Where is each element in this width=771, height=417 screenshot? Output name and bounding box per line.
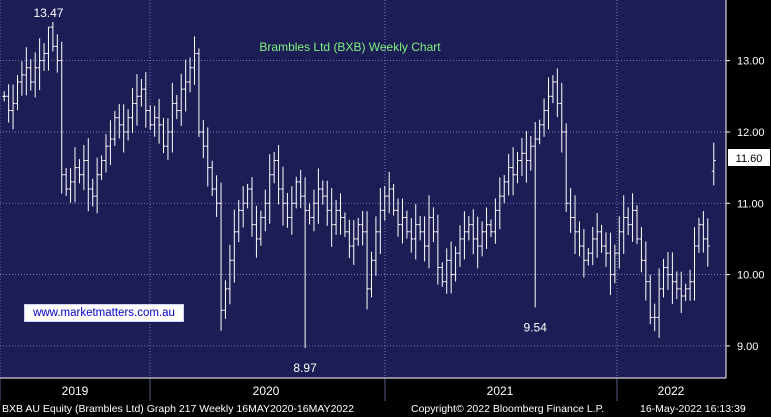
x-axis: 2019 2020 2021 2022	[0, 377, 726, 401]
x-tick-label: 2019	[62, 384, 89, 398]
last-price-badge: 11.60	[728, 149, 770, 166]
footer-bar: BXB AU Equity (Brambles Ltd) Graph 217 W…	[0, 401, 771, 417]
annotations: 13.478.979.5412.709.26	[33, 6, 548, 375]
y-tick-label: 13.00	[737, 56, 765, 68]
y-axis: 9.00 10.00 11.00 12.00 13.00	[725, 0, 765, 378]
y-tick-label: 9.00	[737, 341, 758, 353]
x-tick-label: 2021	[487, 384, 514, 398]
x-tick-label: 2022	[658, 384, 685, 398]
y-tick-label: 10.00	[737, 270, 765, 282]
y-tick-label: 11.00	[737, 198, 764, 210]
annotation-label: 13.47	[33, 6, 63, 20]
last-price-label: 11.60	[736, 153, 763, 165]
price-chart: 9.00 10.00 11.00 12.00 13.00 2019 2020 2021 202…	[0, 0, 771, 401]
y-axis-background	[726, 0, 771, 378]
ohlc-series	[2, 21, 716, 349]
footer-copyright: Copyright© 2022 Bloomberg Finance L.P.	[411, 403, 605, 415]
source-badge[interactable]: www.marketmatters.com.au	[24, 304, 184, 322]
chart-title: Brambles Ltd (BXB) Weekly Chart	[259, 40, 441, 54]
footer-timestamp: 16-May-2022 16:13:39	[640, 403, 746, 415]
annotation-label: 9.54	[524, 320, 548, 334]
annotation-label: 8.97	[293, 361, 317, 375]
footer-security-info: BXB AU Equity (Brambles Ltd) Graph 217 W…	[2, 403, 354, 415]
x-tick-label: 2020	[253, 384, 280, 398]
y-tick-label: 12.00	[737, 127, 765, 139]
x-axis-background	[0, 378, 726, 401]
